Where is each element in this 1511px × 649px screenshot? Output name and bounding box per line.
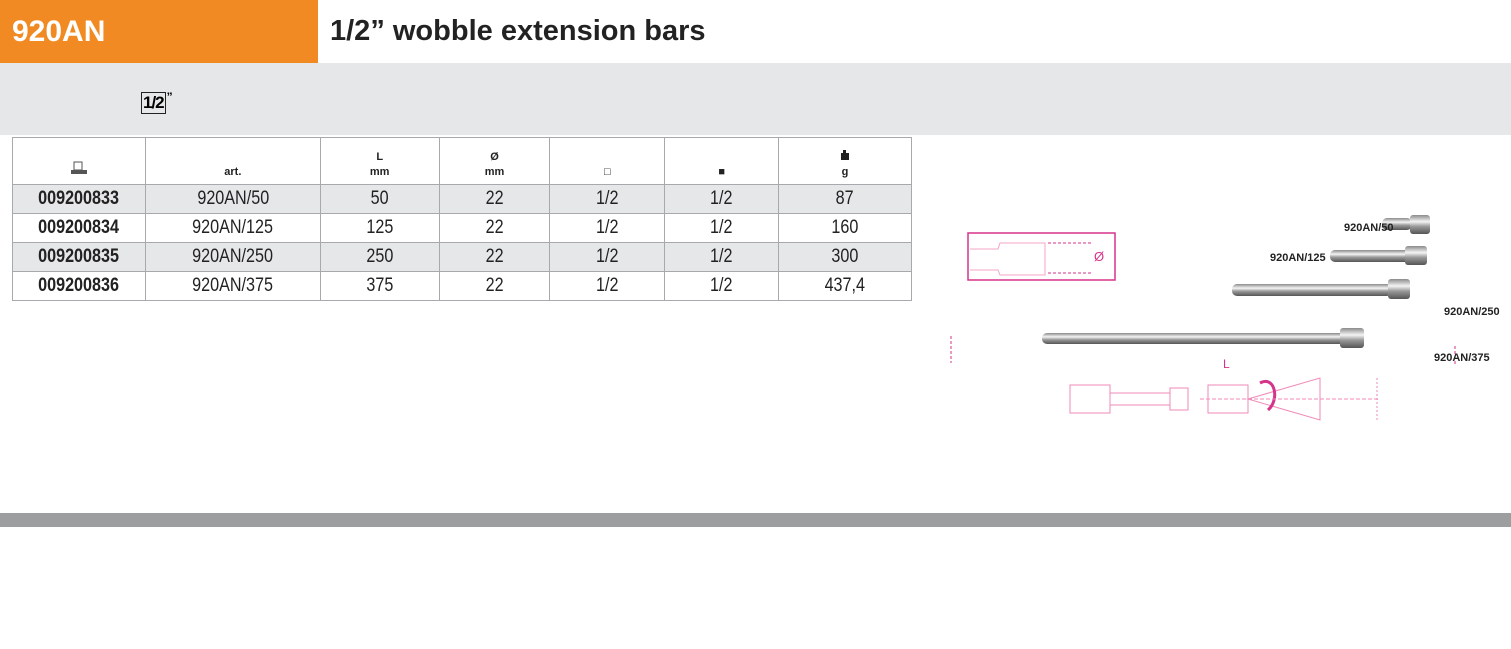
label-920AN-250: 920AN/250 <box>1444 306 1500 318</box>
cell-article: 920AN/125 <box>144 213 321 243</box>
cell-diameter: 22 <box>438 184 551 214</box>
header-ean <box>12 137 146 185</box>
cell-ean-code: 009200835 <box>12 242 146 272</box>
cell-length: 125 <box>319 213 440 243</box>
cell-article: 920AN/50 <box>144 184 321 214</box>
cell-diameter: 22 <box>438 242 551 272</box>
drive-size-badge: 1/2 ” <box>141 90 173 114</box>
cell-square-solid: 1/2 <box>664 271 780 301</box>
label-920AN-125: 920AN/125 <box>1270 252 1326 264</box>
drive-size-value: 1/2 <box>141 92 166 114</box>
square-drive-outline-icon: □ <box>604 166 611 178</box>
cell-length: 375 <box>319 271 440 301</box>
bar-920AN-375 <box>1042 328 1364 348</box>
page-title: 1/2” wobble extension bars <box>330 15 706 47</box>
header-art: art. <box>144 137 321 185</box>
cell-ean-code: 009200834 <box>12 213 146 243</box>
diameter-detail-drawing <box>967 232 1116 281</box>
cell-square-solid: 1/2 <box>664 213 780 243</box>
footer-bar <box>0 513 1511 527</box>
product-illustration: Ø L 920AN/50 920AN/125 920AN/250 920AN/3… <box>940 200 1511 445</box>
weight-icon <box>841 150 850 160</box>
table-row: 009200833 920AN/50 50 22 1/2 1/2 87 <box>12 184 912 214</box>
cell-square-solid: 1/2 <box>664 242 780 272</box>
cell-length: 250 <box>319 242 440 272</box>
cell-square-solid: 1/2 <box>664 184 780 214</box>
cell-weight: 87 <box>778 184 912 214</box>
bar-920AN-250 <box>1232 279 1410 299</box>
cell-ean-code: 009200833 <box>12 184 146 214</box>
header-square-solid: ■ <box>664 137 780 185</box>
cell-square-outline: 1/2 <box>549 184 666 214</box>
table-row: 009200834 920AN/125 125 22 1/2 1/2 160 <box>12 213 912 243</box>
cell-weight: 437,4 <box>778 271 912 301</box>
ean-code-icon <box>70 161 87 174</box>
cell-length: 50 <box>319 184 440 214</box>
cell-diameter: 22 <box>438 213 551 243</box>
square-drive-solid-icon: ■ <box>718 166 725 178</box>
diameter-symbol: Ø <box>1094 249 1104 264</box>
header-weight: g <box>778 137 912 185</box>
table-row: 009200835 920AN/250 250 22 1/2 1/2 300 <box>12 242 912 272</box>
extension-bars-drawing: Ø L <box>950 215 1456 422</box>
cell-square-outline: 1/2 <box>549 213 666 243</box>
header-square-outline: □ <box>549 137 666 185</box>
info-band <box>0 63 1511 135</box>
cell-article: 920AN/250 <box>144 242 321 272</box>
cell-article: 920AN/375 <box>144 271 321 301</box>
cell-weight: 160 <box>778 213 912 243</box>
bar-920AN-50 <box>1382 215 1430 234</box>
wobble-detail-drawing <box>1069 377 1380 422</box>
cell-weight: 300 <box>778 242 912 272</box>
drive-size-unit: ” <box>166 90 173 104</box>
cell-square-outline: 1/2 <box>549 271 666 301</box>
label-920AN-50: 920AN/50 <box>1344 222 1394 234</box>
label-920AN-375: 920AN/375 <box>1434 352 1490 364</box>
product-code: 920AN <box>0 0 318 63</box>
cell-ean-code: 009200836 <box>12 271 146 301</box>
bar-920AN-125 <box>1330 246 1427 265</box>
cell-square-outline: 1/2 <box>549 242 666 272</box>
table-row: 009200836 920AN/375 375 22 1/2 1/2 437,4 <box>12 271 912 301</box>
cell-diameter: 22 <box>438 271 551 301</box>
length-symbol: L <box>1223 357 1230 371</box>
